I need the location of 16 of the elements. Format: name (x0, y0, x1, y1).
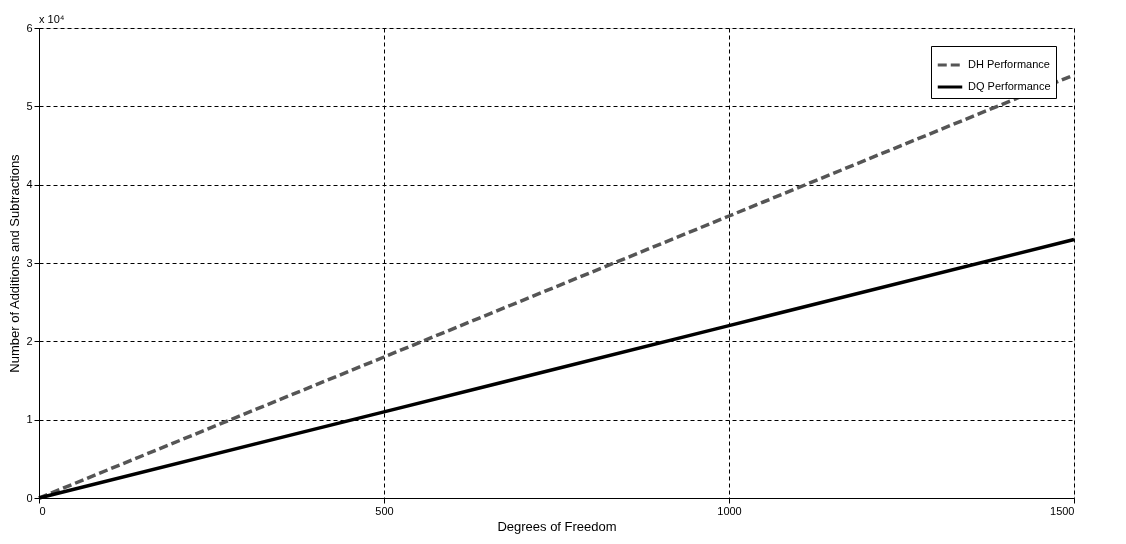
x-tick-label: 0 (39, 504, 46, 517)
y-tick-label: 6 (26, 21, 33, 34)
y-tick-label: 3 (26, 256, 33, 269)
text: x 10⁴ (39, 13, 65, 25)
x-tick-label: 500 (375, 504, 394, 517)
x-tick-label: 1500 (1050, 504, 1075, 517)
legend-label: DH Performance (968, 58, 1050, 70)
y-tick-label: 1 (26, 413, 33, 426)
y-tick-label: 0 (26, 491, 33, 504)
y-tick-label: 4 (26, 178, 33, 191)
y-tick-label: 5 (26, 99, 33, 112)
x-tick-label: 1000 (717, 504, 742, 517)
y-tick-label: 2 (26, 334, 33, 347)
x-axis-title: Degrees of Freedom (497, 518, 617, 534)
y-axis-title: Number of Additions and Subtractions (7, 153, 23, 373)
legend-label: DQ Performance (968, 80, 1051, 92)
